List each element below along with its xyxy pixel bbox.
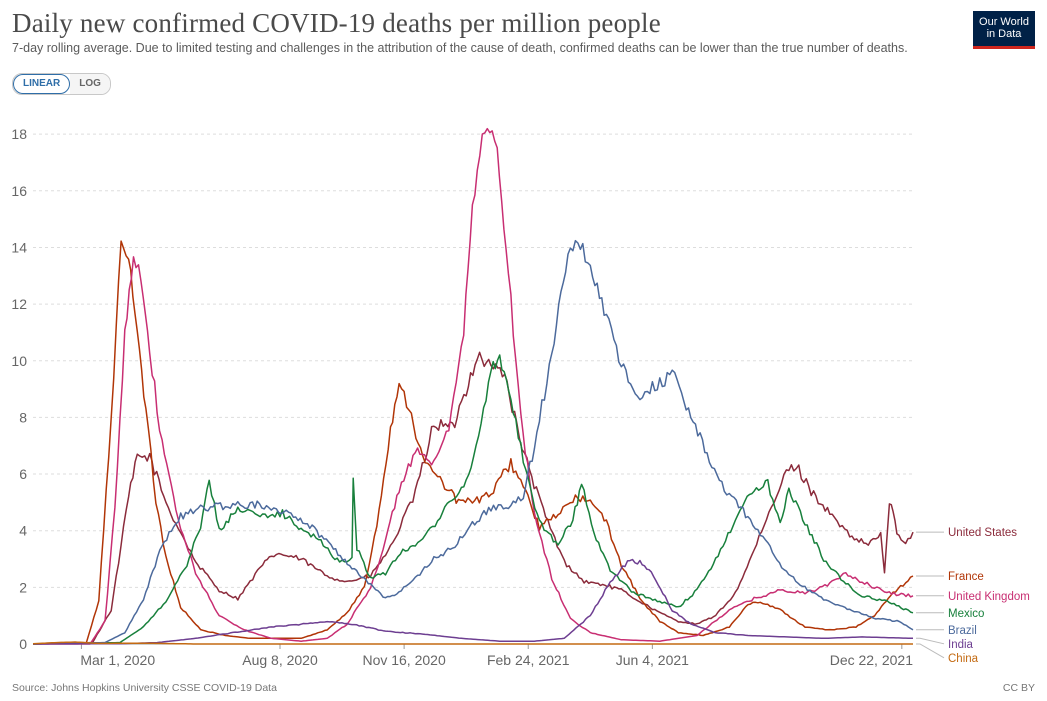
series-label-brazil: Brazil: [948, 625, 977, 637]
y-tick-label: 2: [19, 579, 27, 595]
logo-line-2: in Data: [986, 28, 1022, 40]
y-tick-label: 12: [11, 296, 27, 312]
source-note[interactable]: Source: Johns Hopkins University CSSE CO…: [12, 682, 277, 694]
series-labels: United States France United Kingdom Mexico B…: [916, 527, 1030, 665]
y-tick-label: 0: [19, 636, 27, 652]
x-tick-label: Aug 8, 2020: [242, 652, 318, 668]
y-tick-label: 16: [11, 183, 27, 199]
series-label-india: India: [948, 639, 974, 651]
series-label-mexico: Mexico: [948, 608, 984, 620]
x-tick-label: Nov 16, 2020: [362, 652, 445, 668]
x-tick-label: Jun 4, 2021: [616, 652, 689, 668]
line-chart[interactable]: 0 2 4 6 8 10 12 14 16 18 Mar 1, 2020 Aug 8, 2020 No…: [0, 100, 1047, 675]
logo-line-1: Our World: [979, 16, 1029, 28]
x-axis-ticks: Mar 1, 2020 Aug 8, 2020 Nov 16, 2020 Feb 24…: [80, 644, 913, 668]
license-note[interactable]: CC BY: [1002, 682, 1035, 694]
label-connector-india: [916, 637, 945, 645]
chart-title: Daily new confirmed COVID-19 deaths per …: [12, 8, 661, 38]
chart-subtitle: 7-day rolling average. Due to limited te…: [12, 41, 908, 55]
linear-scale-button[interactable]: LINEAR: [13, 74, 71, 94]
series-line-china: [32, 641, 913, 645]
series-line-mexico: [33, 354, 914, 645]
x-tick-label: Feb 24, 2021: [487, 652, 570, 668]
x-tick-label: Dec 22, 2021: [830, 652, 913, 668]
series-label-china: China: [948, 653, 979, 665]
x-tick-label: Mar 1, 2020: [80, 652, 155, 668]
series-line-france: [32, 240, 914, 645]
y-tick-label: 4: [19, 523, 27, 539]
series-line-united-states: [32, 351, 914, 645]
y-tick-label: 14: [11, 239, 27, 255]
label-connector-china: [916, 643, 945, 659]
series-label-france: France: [948, 571, 984, 583]
series-label-united-kingdom: United Kingdom: [948, 591, 1030, 603]
scale-toggle: LINEAR LOG: [12, 73, 111, 95]
series-line-brazil: [33, 239, 914, 645]
series-line-india: [33, 558, 913, 645]
series-lines: [32, 127, 914, 645]
y-tick-label: 18: [11, 126, 27, 142]
series-label-united-states: United States: [948, 527, 1017, 539]
y-axis-ticks: 0 2 4 6 8 10 12 14 16 18: [11, 126, 27, 652]
log-scale-button[interactable]: LOG: [70, 74, 110, 94]
y-tick-label: 6: [19, 466, 27, 482]
owid-logo[interactable]: Our World in Data: [973, 11, 1035, 49]
y-tick-label: 8: [19, 409, 27, 425]
y-tick-label: 10: [11, 353, 27, 369]
series-line-united-kingdom: [33, 127, 914, 645]
